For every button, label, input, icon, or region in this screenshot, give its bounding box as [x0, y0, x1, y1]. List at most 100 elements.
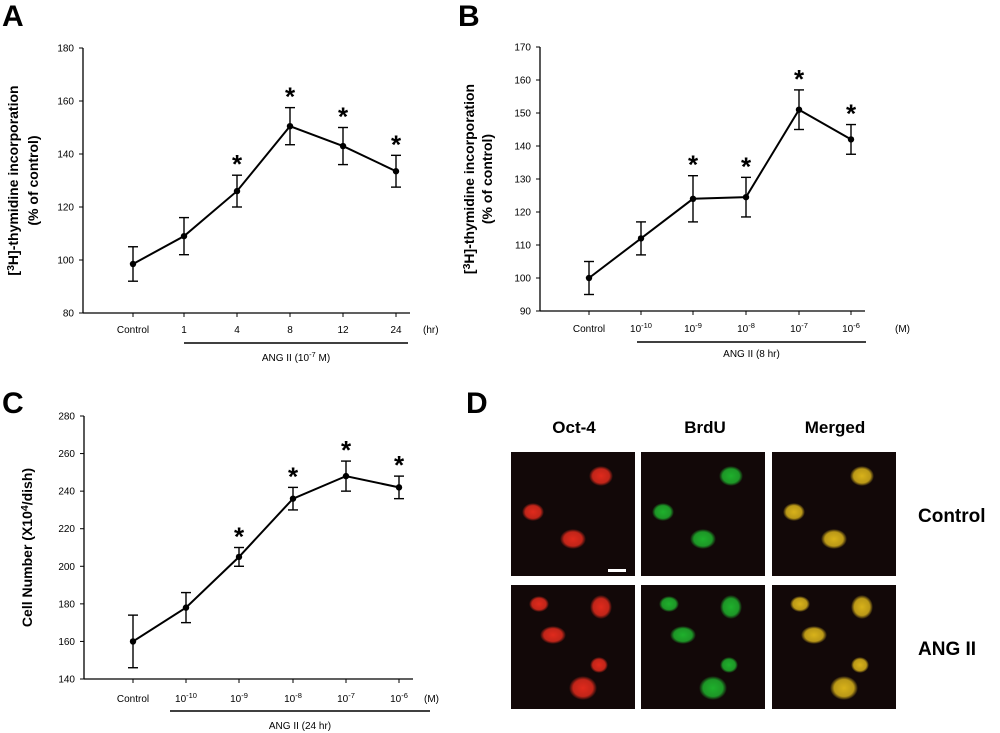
significance-star: * [341, 435, 352, 465]
y-tick-label: 90 [520, 307, 532, 318]
y-tick-label: 140 [58, 675, 75, 686]
x-tick-label-base: 10 [630, 324, 642, 335]
data-point [233, 187, 241, 195]
y-axis-label-sup: 4 [19, 505, 31, 511]
cell-nucleus [590, 595, 612, 619]
x-tick-label-base: 10 [737, 324, 749, 335]
significance-star: * [741, 151, 752, 181]
y-tick-label: 130 [514, 175, 531, 186]
x-tick-label: Control [117, 694, 149, 705]
cell-nucleus [830, 676, 858, 700]
cell-nucleus [690, 529, 716, 549]
data-point [742, 193, 750, 201]
cell-nucleus [851, 657, 869, 673]
x-tick-label-base: 10 [390, 694, 402, 705]
series-line [132, 124, 397, 265]
significance-star: * [394, 450, 405, 480]
significance-star: * [794, 64, 805, 94]
x-tick-label-base: 10 [337, 694, 349, 705]
cell-nucleus [801, 626, 827, 644]
data-point [392, 168, 400, 175]
y-axis-label-sup: 3 [461, 263, 473, 269]
y-tick-label: 200 [58, 562, 75, 573]
x-tick-label: 10-6 [390, 691, 408, 705]
treatment-label-base: ANG II (24 hr) [269, 721, 331, 732]
x-tick-label-base: 10 [790, 324, 802, 335]
x-unit-label: (M) [424, 694, 439, 705]
column-title-merged: Merged [805, 418, 865, 437]
x-unit-label: (M) [895, 324, 910, 335]
cell-nucleus [699, 676, 727, 700]
cell-nucleus [821, 529, 847, 549]
y-tick-label: 140 [57, 150, 74, 161]
cell-nucleus [659, 596, 679, 612]
x-tick-label-sup: -10 [641, 321, 652, 330]
x-tick-label-base: Control [573, 324, 605, 335]
y-axis-label: [3H]-thymidine incorporation [461, 84, 477, 274]
data-point [129, 638, 137, 645]
cell-nucleus [522, 503, 544, 521]
x-tick-label: 10-9 [684, 321, 702, 335]
x-tick-label-sup: -7 [801, 321, 808, 330]
micrograph-panel-d: Oct-4 BrdU Merged Control ANG II [511, 418, 986, 709]
y-tick-label: 220 [58, 524, 75, 535]
x-tick-label: 12 [337, 325, 349, 336]
cell-nucleus [720, 595, 742, 619]
y-axis-label-base: [ [461, 269, 477, 274]
panel-letter-c: C [2, 387, 24, 420]
x-tick-label-sup: -8 [748, 321, 755, 330]
cell-nucleus [560, 529, 586, 549]
x-tick-label-sup: -7 [348, 691, 355, 700]
x-tick-label-sup: -8 [295, 691, 302, 700]
cell-nucleus [590, 657, 608, 673]
y-axis-label-2: (% of control) [479, 134, 495, 224]
y-tick-label: 120 [514, 208, 531, 219]
data-point [637, 235, 645, 242]
x-tick-label-sup: -6 [401, 691, 408, 700]
y-tick-label: 140 [514, 142, 531, 153]
treatment-label-sup: -7 [309, 350, 316, 359]
y-axis-label-sup: 3 [5, 265, 17, 271]
panel-letter-a: A [2, 0, 24, 33]
x-tick-label-base: 10 [175, 694, 187, 705]
data-point [235, 553, 243, 561]
x-tick-label-sup: -9 [241, 691, 248, 700]
chart-panel-a: 80 100 120 140 160 180 Control 1 4 8 12 24 (hr) ANG I… [5, 44, 439, 365]
scale-bar [608, 569, 626, 572]
data-point [795, 106, 803, 113]
cell-nucleus [719, 466, 743, 486]
data-point [395, 484, 403, 491]
y-tick-label: 100 [57, 256, 74, 267]
y-axis-label-base: Cell Number (X10 [19, 511, 35, 627]
y-tick-label: 180 [57, 44, 74, 55]
cell-nucleus [850, 466, 874, 486]
significance-star: * [846, 99, 857, 129]
cell-nucleus [529, 596, 549, 612]
series-line [132, 475, 400, 643]
panel-letter-d: D [466, 387, 488, 420]
x-tick-label: Control [117, 325, 149, 336]
y-tick-label: 160 [58, 637, 75, 648]
x-tick-label: 10-8 [284, 691, 302, 705]
y-tick-label: 180 [58, 599, 75, 610]
x-tick-label: 4 [234, 325, 240, 336]
x-tick-label: 10-7 [790, 321, 808, 335]
y-tick-label: 170 [514, 43, 531, 54]
cell-nucleus [790, 596, 810, 612]
x-tick-label: Control [573, 324, 605, 335]
data-point [182, 604, 190, 611]
y-tick-label: 260 [58, 449, 75, 460]
x-tick-label: 10-7 [337, 691, 355, 705]
data-point [689, 195, 697, 202]
x-tick-label: 10-6 [842, 321, 860, 335]
x-tick-label: 24 [390, 325, 402, 336]
data-point [129, 260, 137, 268]
significance-star: * [234, 522, 245, 552]
data-point [180, 232, 188, 240]
x-tick-label: 10-10 [630, 321, 652, 335]
y-tick-label: 100 [514, 274, 531, 285]
data-point [585, 274, 593, 282]
